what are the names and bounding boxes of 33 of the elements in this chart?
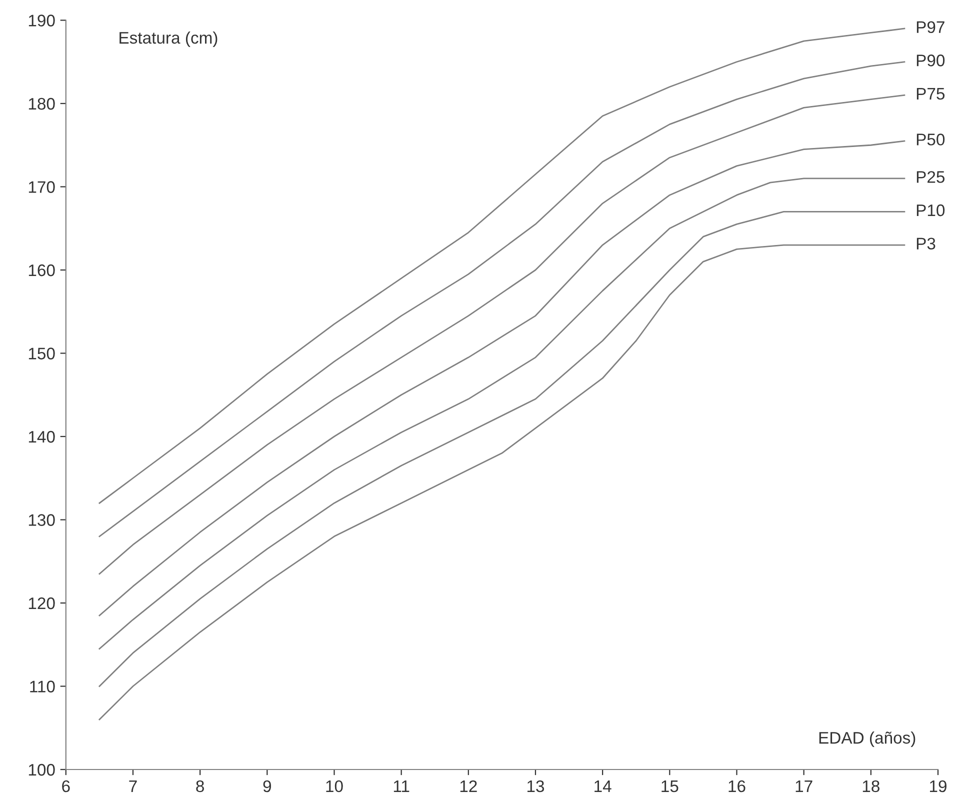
series-label: P97 xyxy=(916,21,944,34)
series-label: P25 xyxy=(916,171,945,183)
y-tick-label: 140 xyxy=(28,430,55,443)
x-tick-label: 17 xyxy=(796,780,812,792)
x-tick-label: 14 xyxy=(594,780,612,792)
x-tick-label: 9 xyxy=(263,780,271,792)
x-axis-title: EDAD (años) xyxy=(819,731,916,748)
y-tick-label: 180 xyxy=(28,98,55,110)
y-tick-label: 110 xyxy=(30,680,55,692)
x-tick-label: 8 xyxy=(196,780,204,792)
x-tick-label: 12 xyxy=(460,780,477,792)
x-tick-label: 19 xyxy=(930,780,946,792)
y-tick-label: 160 xyxy=(28,264,55,276)
x-tick-label: 15 xyxy=(662,780,678,792)
series-label: P90 xyxy=(916,54,945,66)
y-tick-label: 190 xyxy=(28,14,55,26)
x-tick-label: 10 xyxy=(326,780,343,792)
y-tick-label: 100 xyxy=(28,764,55,776)
x-tick-label: 18 xyxy=(862,780,880,792)
y-tick-label: 170 xyxy=(28,181,55,193)
x-tick-label: 11 xyxy=(394,780,410,792)
x-tick-label: 13 xyxy=(527,780,544,792)
y-tick-label: 120 xyxy=(28,597,55,610)
y-axis-title: Estatura (cm) xyxy=(120,31,218,48)
x-tick-label: 16 xyxy=(728,780,746,792)
x-tick-label: 7 xyxy=(129,780,137,792)
series-label: P75 xyxy=(916,88,945,100)
x-tick-label: 6 xyxy=(62,780,70,792)
series-label: P50 xyxy=(916,134,945,146)
series-label: P10 xyxy=(916,204,945,216)
y-tick-label: 150 xyxy=(28,348,55,360)
y-tick-label: 130 xyxy=(28,514,55,526)
series-label: P3 xyxy=(916,238,936,250)
